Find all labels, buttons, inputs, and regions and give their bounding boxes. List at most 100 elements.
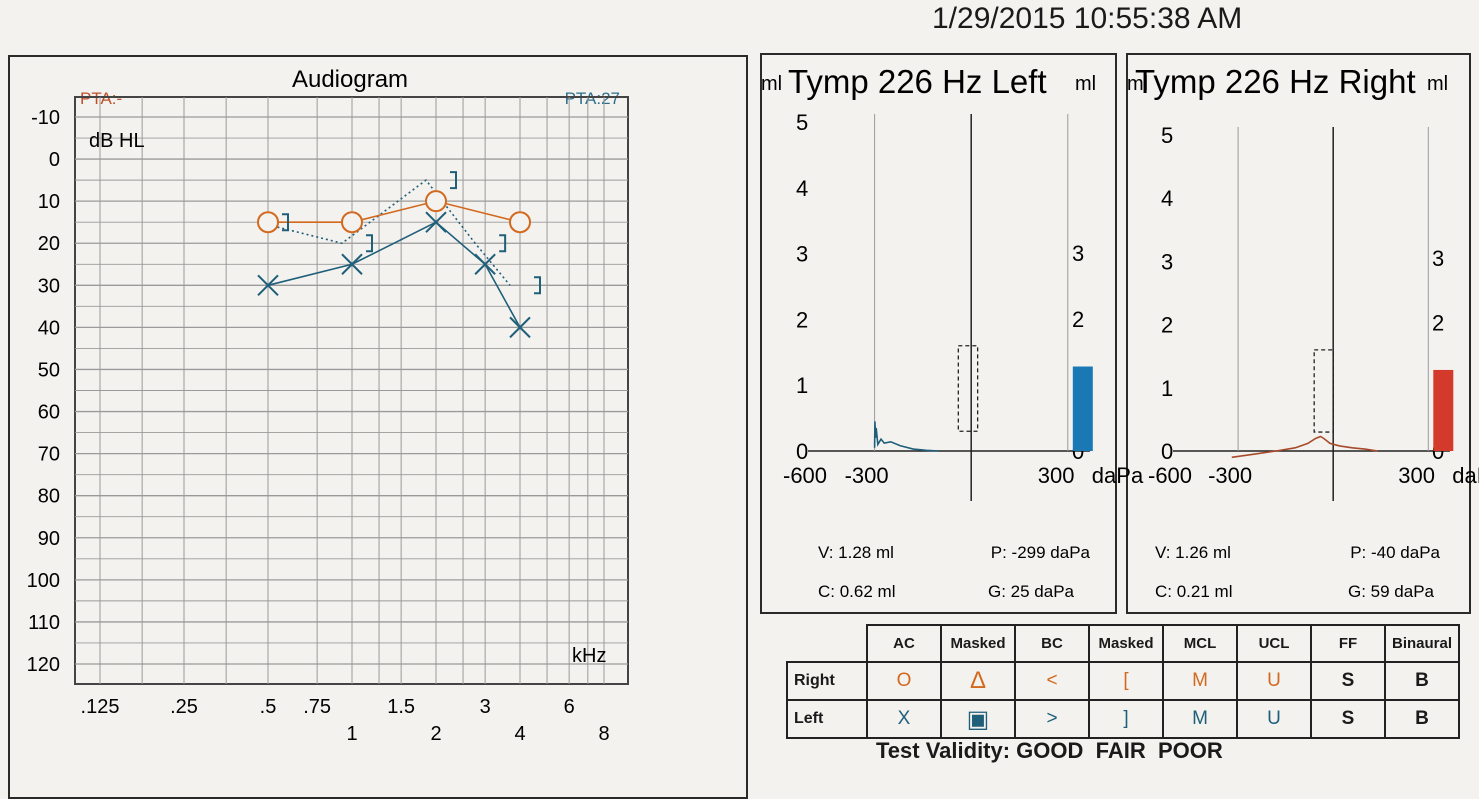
audiogram-y-tick: 10 [38, 191, 60, 213]
audiogram-y-tick: 60 [38, 402, 60, 424]
left-masked-bc-point [499, 234, 507, 253]
audiogram-y-tick: 0 [49, 149, 60, 171]
tymp-volume-bar [1433, 369, 1454, 451]
tymp-left-p: P: -299 daPa [991, 543, 1091, 562]
tymp-left-title: Tymp 226 Hz Left [788, 63, 1047, 100]
legend-left-ac: X [866, 699, 942, 739]
legend-right-bc: < [1014, 661, 1090, 701]
legend-left-ff: S [1310, 699, 1386, 739]
tymp-x-tick: 300 [1398, 463, 1435, 488]
tymp-y-tick-left: 2 [796, 307, 808, 332]
series-left-ac-line [267, 221, 521, 328]
audiogram-y-tick: 100 [27, 570, 60, 592]
audiogram-y-tick: 70 [38, 444, 60, 466]
tymp-right-v: V: 1.26 ml [1155, 543, 1231, 562]
audiogram-y-tick: 110 [28, 612, 60, 634]
legend-right-ac: O [866, 661, 942, 701]
left-masked-bc-point [450, 171, 457, 190]
audiogram-xlabel: kHz [572, 645, 606, 667]
right-ac-point [425, 190, 447, 213]
timestamp: 1/29/2015 10:55:38 AM [932, 2, 1243, 35]
legend-left-bc: > [1014, 699, 1090, 739]
tymp-y-tick-left: 0 [796, 439, 808, 464]
audiogram-y-tick: 30 [38, 275, 60, 297]
legend-right-binaural: B [1384, 661, 1460, 701]
tymp-normal-box [1313, 349, 1334, 433]
left-ac-point [509, 316, 531, 339]
audiogram-y-tick: 90 [38, 528, 60, 550]
audiogram-x-tick: 4 [514, 723, 525, 745]
audiogram-y-tick: 40 [38, 317, 60, 339]
tymp-y-tick-left: 5 [796, 110, 808, 135]
left-ac-point [257, 274, 279, 297]
tymp-y-tick-left: 0 [1161, 439, 1173, 464]
tymp-y-tick-left: 3 [796, 242, 808, 267]
tymp-y-tick-left: 5 [1161, 123, 1173, 148]
legend-left-binaural: B [1384, 699, 1460, 739]
test-validity: Test Validity: GOOD FAIR POOR [876, 738, 1223, 763]
legend-header-ucl: UCL [1236, 624, 1312, 663]
series-right-ac-line [268, 200, 521, 223]
tymp-y-tick-right: 2 [1432, 310, 1444, 335]
legend-right-ucl: U [1236, 661, 1312, 701]
audiogram-ylabel: dB HL [89, 130, 145, 152]
tymp-x-tick: -300 [1208, 463, 1252, 488]
left-masked-bc-point [282, 213, 289, 232]
legend-header-masked-bc: Masked [1088, 624, 1164, 663]
legend-header-masked-ac: Masked [940, 624, 1016, 663]
audiogram-x-tick: .75 [303, 696, 331, 718]
audiogram-x-tick: 3 [480, 696, 491, 718]
pta-left: PTA:27 [565, 89, 620, 108]
tymp-right-g: G: 59 daPa [1348, 582, 1435, 601]
tymp-y-tick-left: 4 [796, 176, 808, 201]
legend-header-mcl: MCL [1162, 624, 1238, 663]
audiogram-title: Audiogram [292, 66, 408, 93]
tymp-x-tick: -600 [1148, 463, 1192, 488]
tymp-x-unit: daPa [1452, 463, 1479, 488]
pta-right: PTA:- [80, 89, 122, 108]
series-left-masked-bc-line [257, 179, 511, 286]
tymp-right-unit-right: ml [1427, 73, 1448, 95]
audiogram-x-ticks: .125 .25 .5 .75 1.5 3 6 1 2 4 8 [81, 696, 610, 745]
tymp-x-unit: daPa [1092, 463, 1144, 488]
tymp-left-g: G: 25 daPa [988, 582, 1075, 601]
legend-header-ac: AC [866, 624, 942, 663]
tymp-left-panel [760, 53, 1117, 614]
legend-header-ff: FF [1310, 624, 1386, 663]
audiogram-grid [74, 96, 629, 685]
left-masked-bc-point [534, 276, 541, 295]
tymp-left-unit-left: ml [761, 73, 782, 95]
tymp-y-tick-right: 3 [1072, 241, 1084, 266]
left-ac-point [425, 211, 447, 233]
legend-right-ff: S [1310, 661, 1386, 701]
tymp-right-unit-left: ml [1127, 73, 1148, 95]
audiogram-y-tick: 20 [38, 233, 60, 255]
tymp-right-c: C: 0.21 ml [1155, 582, 1232, 601]
audiogram-x-tick: 2 [430, 723, 441, 745]
audiogram-x-tick: .125 [81, 696, 120, 718]
tymp-y-tick-left: 2 [1161, 313, 1173, 338]
audiogram-x-tick: 8 [598, 723, 609, 745]
legend-left-mcl: M [1162, 699, 1238, 739]
tymp-x-tick: 300 [1038, 463, 1075, 488]
legend-left-masked-ac: ▣ [940, 699, 1016, 739]
left-ac-point [341, 253, 363, 275]
audiogram-x-tick: .5 [260, 696, 277, 718]
tymp-left-unit-right: ml [1075, 73, 1096, 95]
legend-right-masked-ac: Δ [940, 661, 1016, 701]
audiogram-series [257, 171, 541, 339]
right-ac-point [341, 211, 363, 234]
legend-row-right: Right [786, 661, 868, 701]
legend-header-bc: BC [1014, 624, 1090, 663]
audiogram-y-tick: -10 [31, 107, 60, 129]
audiogram-x-tick: 1.5 [387, 696, 415, 718]
legend-left-ucl: U [1236, 699, 1312, 739]
tymp-right-p: P: -40 daPa [1350, 543, 1440, 562]
tymp-x-tick: -600 [783, 463, 827, 488]
tymp-x-tick: -300 [845, 463, 889, 488]
audiogram-x-tick: 6 [564, 696, 575, 718]
legend-left-masked-bc: ] [1088, 699, 1164, 739]
tymp-right-title: Tymp 226 Hz Right [1135, 63, 1416, 100]
